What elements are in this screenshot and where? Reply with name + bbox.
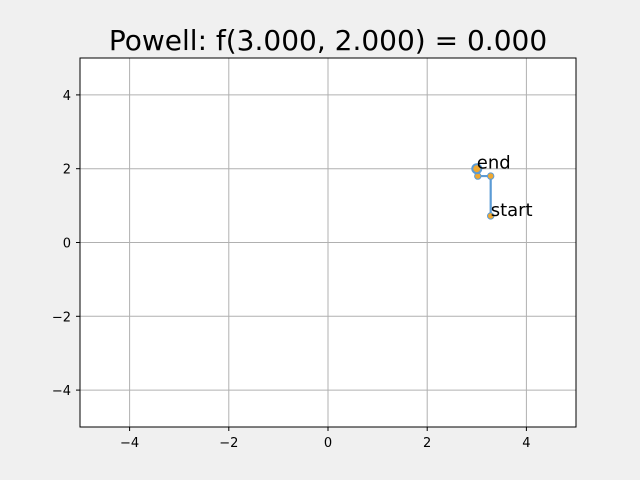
x-axis-ticks: −4 −2 0 2 4 (120, 427, 531, 451)
x-tick-label: −4 (120, 436, 139, 451)
annotation-end: end (477, 153, 511, 174)
end-point (471, 163, 483, 175)
grid (80, 58, 576, 427)
chart-title: Powell: f(3.000, 2.000) = 0.000 (109, 24, 547, 57)
x-tick-label: −2 (219, 436, 238, 451)
y-tick-label: 4 (63, 89, 71, 104)
axes-frame (79, 57, 577, 428)
annotation-start: start (491, 200, 533, 221)
y-tick-label: 0 (63, 237, 71, 252)
y-tick-label: −2 (52, 310, 71, 325)
annotations: start end (477, 153, 533, 221)
y-axis-ticks: −4 −2 0 2 4 (52, 89, 80, 399)
path-series (471, 163, 495, 220)
x-tick-label: 2 (423, 436, 431, 451)
x-tick-label: 4 (522, 436, 530, 451)
path-point (486, 172, 495, 180)
x-tick-label: 0 (324, 436, 332, 451)
path-point (486, 212, 495, 220)
y-tick-label: 2 (63, 163, 71, 178)
y-tick-label: −4 (52, 384, 71, 399)
